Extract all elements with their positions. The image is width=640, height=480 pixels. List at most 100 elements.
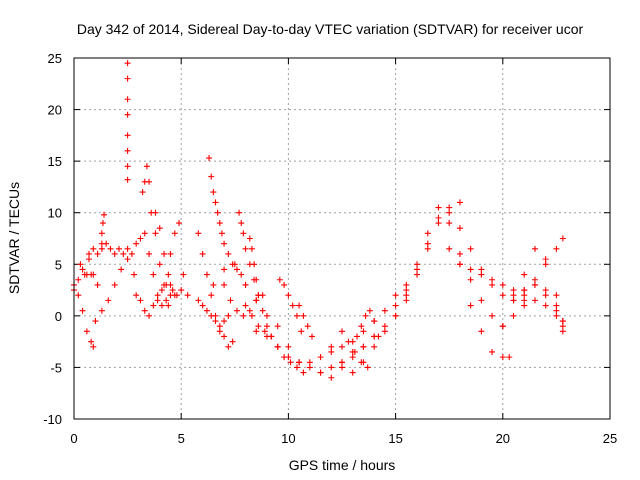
data-point xyxy=(210,281,217,288)
data-point xyxy=(467,266,474,273)
data-point xyxy=(381,307,388,314)
data-point xyxy=(328,364,335,371)
data-point xyxy=(559,328,566,335)
data-point xyxy=(531,276,538,283)
data-point xyxy=(360,343,367,350)
y-tick-label: 10 xyxy=(48,206,62,221)
series-arc-u xyxy=(253,328,378,376)
data-point xyxy=(328,374,335,381)
data-point xyxy=(542,292,549,299)
data-point xyxy=(349,354,356,361)
data-point xyxy=(298,328,305,335)
grid-lines xyxy=(74,58,610,419)
data-point xyxy=(328,348,335,355)
data-point xyxy=(124,176,131,183)
data-point xyxy=(206,155,213,162)
data-point xyxy=(339,343,345,350)
data-point xyxy=(212,199,219,206)
data-point xyxy=(128,250,135,257)
data-point xyxy=(414,271,421,278)
data-point xyxy=(559,318,566,325)
data-point xyxy=(253,276,260,283)
data-point xyxy=(339,364,345,371)
data-point xyxy=(499,281,506,288)
data-point xyxy=(542,287,549,294)
data-point xyxy=(242,245,249,252)
data-point xyxy=(354,333,361,340)
series-arc-k xyxy=(152,209,185,299)
x-tick-label: 10 xyxy=(281,431,295,446)
data-point xyxy=(510,292,517,299)
series-arc-w xyxy=(296,302,315,340)
data-point xyxy=(531,245,538,252)
x-tick-label: 15 xyxy=(388,431,402,446)
data-point xyxy=(165,271,172,278)
data-point xyxy=(150,302,157,309)
data-point xyxy=(165,302,172,309)
x-tick-labels: 0 5 10 15 20 25 xyxy=(70,431,617,446)
series-arc-ai xyxy=(510,281,566,325)
data-point xyxy=(478,271,485,278)
data-point xyxy=(216,323,223,330)
data-point xyxy=(424,230,431,237)
data-point xyxy=(499,354,506,361)
data-point xyxy=(414,261,421,268)
data-point xyxy=(240,230,247,237)
data-point xyxy=(152,209,159,216)
data-point xyxy=(456,261,463,268)
series-arc-af xyxy=(446,245,528,299)
data-point xyxy=(118,266,125,273)
data-point xyxy=(317,354,324,361)
data-point xyxy=(133,292,140,299)
data-point xyxy=(276,276,283,283)
data-point xyxy=(225,250,232,257)
data-point xyxy=(362,312,369,319)
data-point xyxy=(79,266,86,273)
data-point xyxy=(124,163,131,170)
data-point xyxy=(328,343,335,350)
data-point xyxy=(216,220,223,227)
data-point xyxy=(229,338,236,345)
series-arc-s xyxy=(246,235,262,299)
x-tick-label: 25 xyxy=(603,431,617,446)
data-point xyxy=(242,302,249,309)
data-point xyxy=(103,240,110,247)
data-point xyxy=(306,359,313,366)
data-point xyxy=(414,266,421,273)
data-point xyxy=(553,292,560,299)
data-point xyxy=(456,250,463,257)
data-point xyxy=(225,343,232,350)
data-point xyxy=(308,333,315,340)
data-point xyxy=(88,338,95,345)
data-point xyxy=(255,323,262,330)
data-point xyxy=(296,359,303,366)
data-point xyxy=(478,297,485,304)
data-point xyxy=(542,302,549,309)
data-point xyxy=(146,312,153,319)
data-point xyxy=(424,240,431,247)
data-point xyxy=(105,297,112,304)
data-point xyxy=(240,312,247,319)
series-arc-ag xyxy=(456,250,566,335)
data-point xyxy=(300,312,307,319)
data-point xyxy=(531,281,538,288)
series-arc-z xyxy=(328,297,410,376)
data-point xyxy=(259,307,266,314)
data-point xyxy=(521,297,528,304)
data-point xyxy=(131,271,138,278)
data-point xyxy=(141,230,148,237)
data-point xyxy=(227,297,234,304)
data-point xyxy=(124,147,131,154)
data-point xyxy=(253,297,260,304)
data-point xyxy=(169,287,176,294)
data-point xyxy=(208,173,215,180)
x-tick-label: 0 xyxy=(70,431,77,446)
data-point xyxy=(521,292,528,299)
data-point xyxy=(221,281,228,288)
data-point xyxy=(99,220,106,227)
data-point xyxy=(521,287,528,294)
data-point xyxy=(467,302,474,309)
data-point xyxy=(203,271,210,278)
series-arc-aj xyxy=(521,235,566,294)
